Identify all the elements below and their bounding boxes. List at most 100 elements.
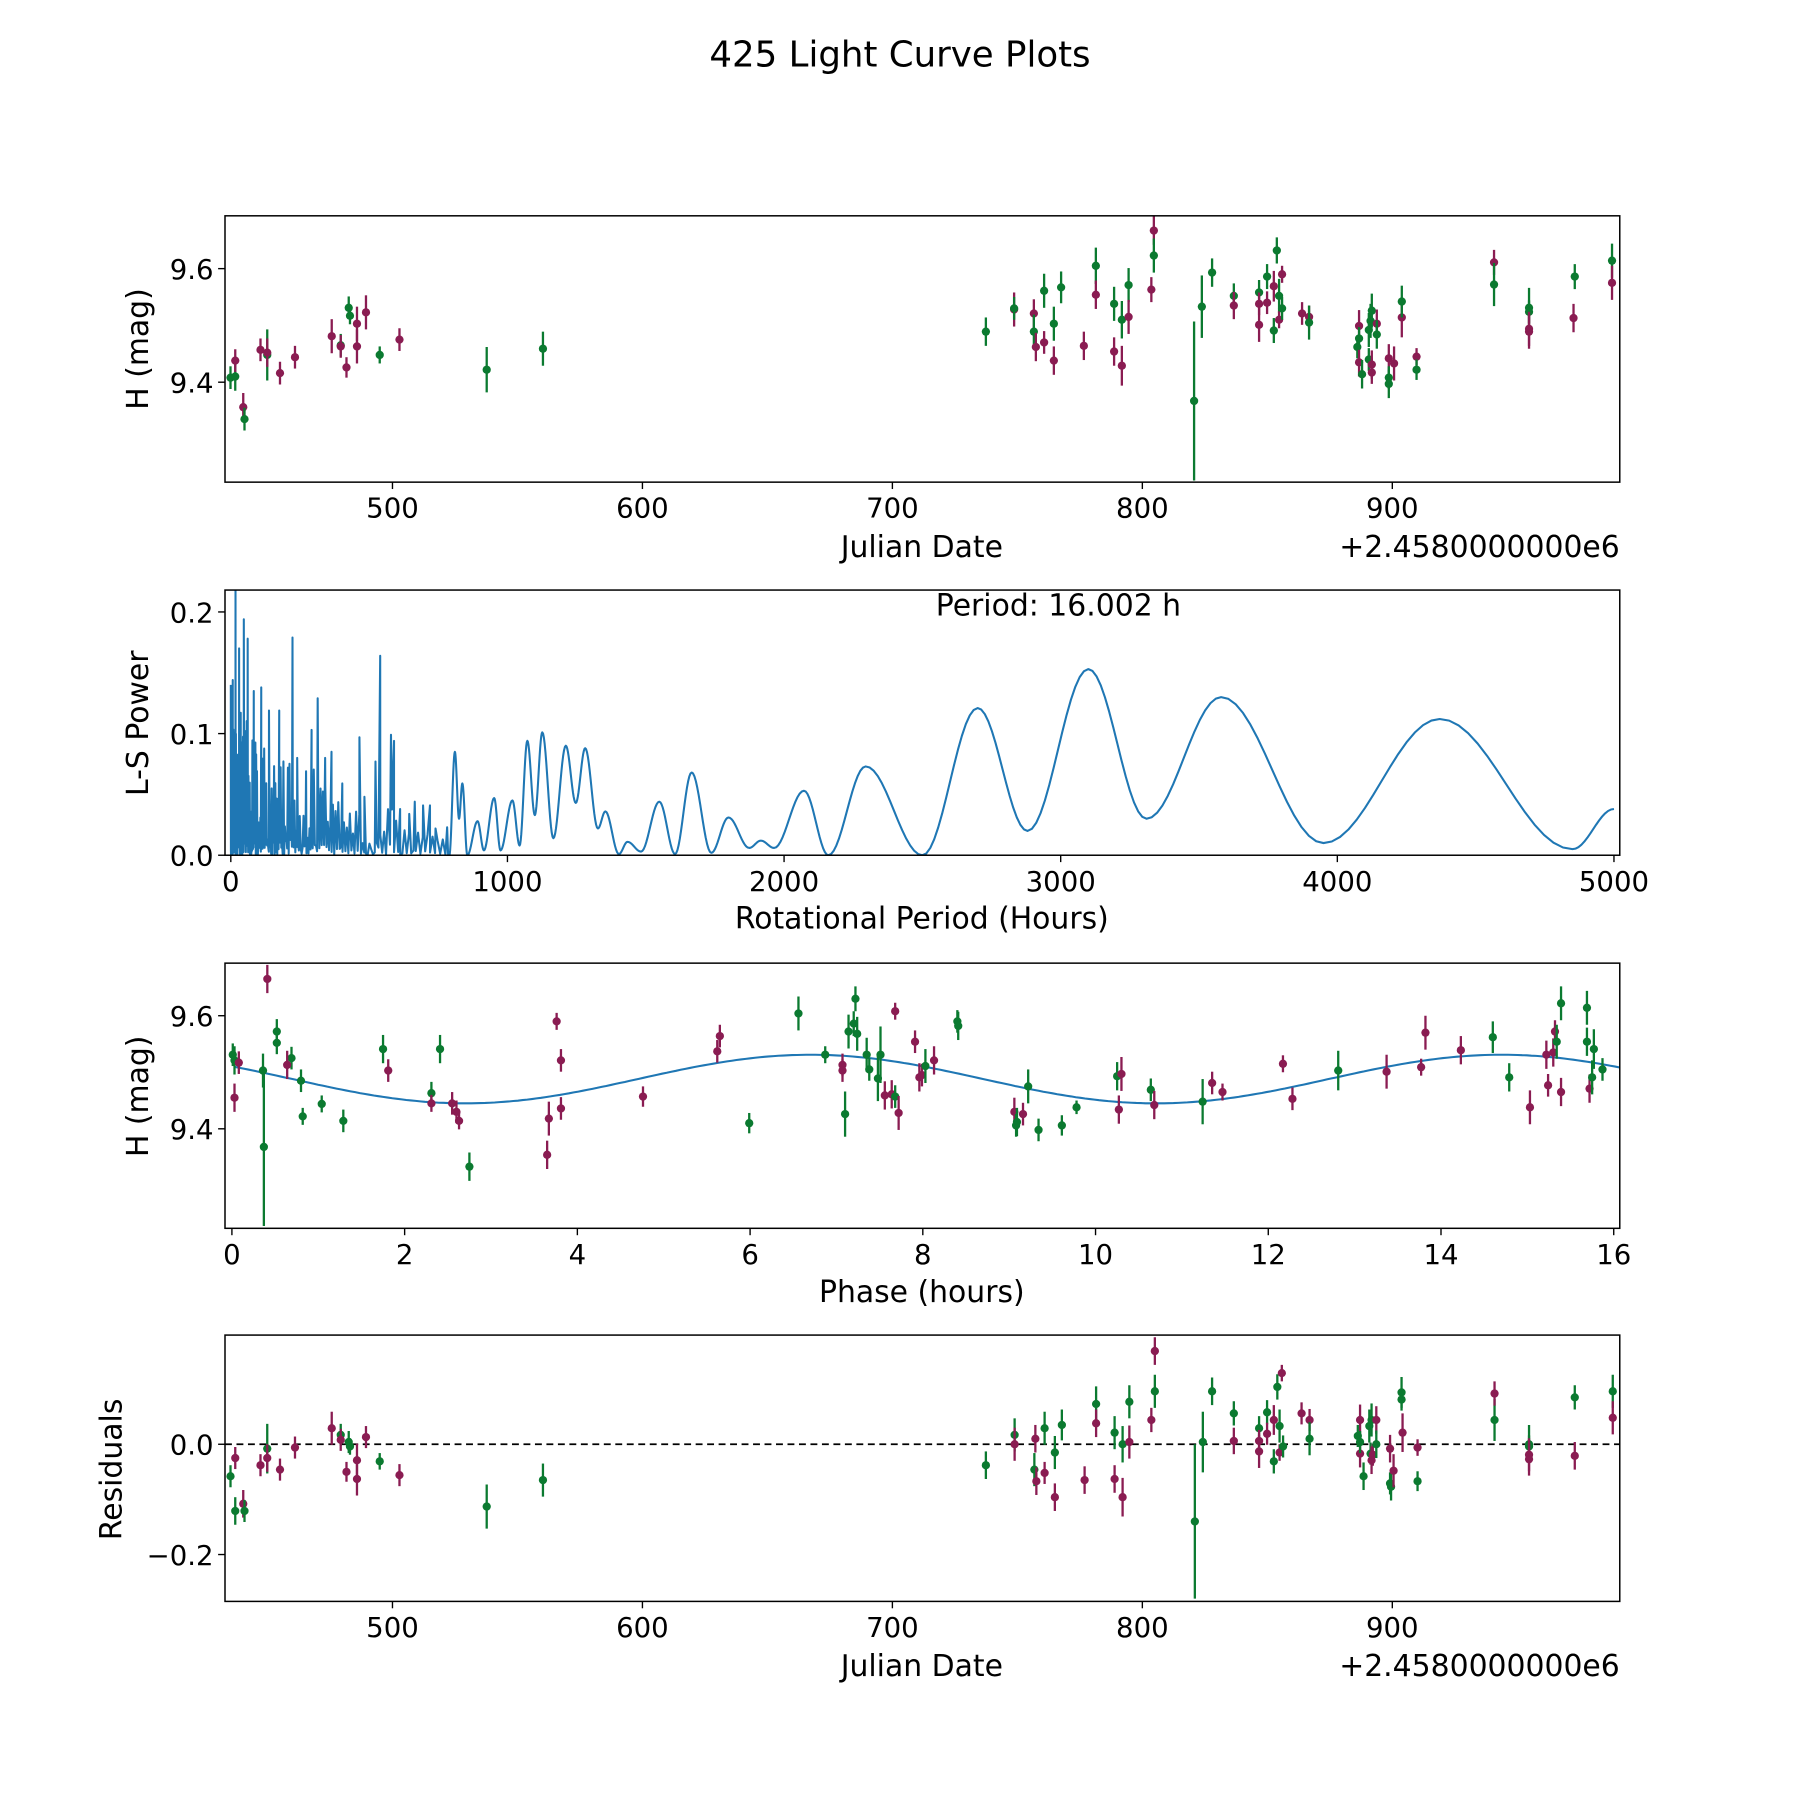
point-marker — [1254, 288, 1264, 297]
data-point — [259, 1067, 268, 1227]
data-point — [1262, 1400, 1272, 1425]
data-point — [287, 1046, 296, 1070]
data-point — [862, 1037, 871, 1072]
data-point — [1525, 1090, 1535, 1125]
point-marker — [263, 348, 272, 357]
data-point — [543, 1140, 552, 1169]
point-marker — [1024, 1082, 1033, 1091]
data-point — [327, 319, 336, 354]
data-point — [275, 361, 285, 385]
phased-ylabel: H (mag) — [121, 1036, 156, 1157]
x-tick-label: 900 — [1366, 1612, 1419, 1644]
point-marker — [1110, 1428, 1119, 1437]
data-point — [840, 1091, 850, 1137]
point-marker — [713, 1047, 722, 1056]
data-point — [1355, 1431, 1365, 1454]
point-marker — [1117, 1069, 1126, 1079]
point-marker — [427, 1099, 436, 1108]
point-marker — [1382, 1067, 1391, 1076]
data-point — [361, 1426, 371, 1449]
data-point — [1197, 275, 1206, 338]
data-point — [1384, 369, 1393, 399]
x-tick-label: 800 — [1116, 1612, 1169, 1644]
data-point — [352, 1462, 362, 1496]
data-point — [1146, 1078, 1155, 1102]
point-marker — [1372, 330, 1381, 339]
data-point — [1109, 286, 1119, 321]
x-tick-label: 16 — [1596, 1239, 1631, 1271]
point-marker — [1079, 341, 1088, 350]
data-point — [465, 1152, 474, 1181]
point-marker — [1398, 1428, 1407, 1437]
data-point — [1050, 1483, 1059, 1511]
point-marker — [1384, 354, 1393, 363]
point-marker — [894, 1108, 903, 1118]
data-point — [1149, 238, 1158, 273]
x-tick-label: 1000 — [472, 866, 542, 898]
point-marker — [1570, 1451, 1579, 1460]
point-marker — [240, 414, 249, 424]
data-point — [1091, 1409, 1101, 1438]
point-marker — [1117, 315, 1126, 324]
point-marker — [1582, 1003, 1592, 1012]
data-point — [1367, 361, 1376, 384]
point-marker — [336, 342, 345, 351]
point-marker — [715, 1031, 724, 1041]
point-marker — [794, 1009, 803, 1018]
point-marker — [552, 1017, 561, 1026]
data-point — [375, 346, 384, 364]
point-marker — [1218, 1087, 1227, 1097]
point-marker — [1355, 1437, 1365, 1447]
data-point — [1262, 1422, 1272, 1445]
y-tick-label: 0.1 — [170, 719, 214, 751]
data-point — [715, 1024, 724, 1048]
point-marker — [1297, 309, 1307, 318]
point-marker — [239, 403, 248, 412]
periodogram-xlabel: Rotational Period (Hours) — [735, 902, 1109, 937]
point-marker — [1367, 306, 1376, 315]
point-marker — [1385, 1444, 1395, 1453]
point-marker — [375, 350, 384, 360]
point-marker — [1208, 1078, 1217, 1088]
data-point — [361, 295, 371, 330]
data-point — [1367, 293, 1376, 328]
point-marker — [1277, 1368, 1286, 1378]
data-point — [1588, 1060, 1597, 1095]
data-point — [1273, 1374, 1282, 1400]
data-point — [556, 1097, 566, 1120]
point-marker — [1412, 365, 1421, 374]
x-tick-label: 4000 — [1302, 866, 1372, 898]
y-tick-label: 0.0 — [170, 1430, 214, 1462]
point-marker — [375, 1457, 384, 1466]
data-point — [395, 328, 404, 351]
point-marker — [1117, 361, 1126, 370]
point-marker — [1018, 1109, 1028, 1119]
point-marker — [917, 1070, 927, 1080]
x-tick-label: 500 — [366, 1612, 419, 1644]
data-point — [544, 1101, 553, 1136]
point-marker — [1305, 1434, 1314, 1443]
point-marker — [1010, 1440, 1019, 1449]
data-point — [1372, 1430, 1381, 1459]
data-point — [1117, 300, 1126, 339]
point-marker — [1357, 370, 1367, 379]
point-marker — [395, 1470, 404, 1480]
data-point — [231, 1497, 240, 1525]
point-marker — [1040, 1468, 1049, 1478]
point-marker — [1355, 1449, 1365, 1458]
data-point — [1456, 1036, 1465, 1065]
point-marker — [1091, 290, 1100, 299]
point-marker — [1197, 302, 1206, 311]
point-marker — [1254, 1447, 1264, 1456]
data-point — [1091, 247, 1100, 284]
data-point — [1125, 1385, 1134, 1419]
data-point — [1147, 277, 1156, 303]
data-point — [339, 1109, 348, 1133]
data-point — [352, 329, 362, 364]
point-marker — [1040, 1424, 1049, 1433]
data-point — [910, 1030, 920, 1054]
data-point — [1254, 1434, 1264, 1468]
point-marker — [1031, 1434, 1040, 1443]
data-point — [272, 1031, 281, 1055]
data-point — [1207, 1377, 1217, 1406]
